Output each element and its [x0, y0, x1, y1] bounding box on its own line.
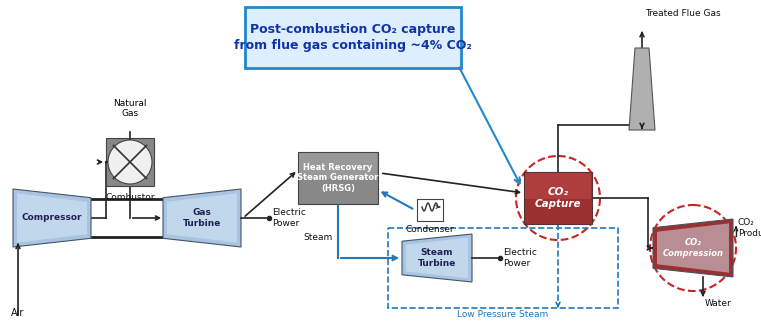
Text: Post-combustion CO₂ capture
from flue gas containing ~4% CO₂: Post-combustion CO₂ capture from flue ga…: [234, 23, 472, 51]
Text: Steam
Turbine: Steam Turbine: [418, 248, 456, 268]
Polygon shape: [17, 193, 87, 242]
Polygon shape: [657, 223, 729, 273]
Polygon shape: [402, 234, 472, 282]
Circle shape: [108, 140, 152, 184]
Text: Treated Flue Gas: Treated Flue Gas: [645, 9, 721, 18]
FancyBboxPatch shape: [524, 172, 592, 224]
FancyBboxPatch shape: [525, 173, 591, 199]
Polygon shape: [629, 48, 655, 130]
Text: Electric
Power: Electric Power: [272, 208, 306, 228]
Text: CO₂
Product: CO₂ Product: [738, 218, 761, 238]
Text: CO₂
Capture: CO₂ Capture: [535, 187, 581, 209]
Polygon shape: [406, 237, 468, 279]
Text: Low Pressure Steam: Low Pressure Steam: [457, 310, 549, 319]
Text: Air: Air: [11, 308, 24, 318]
Polygon shape: [13, 189, 91, 247]
Text: Compressor: Compressor: [22, 213, 82, 222]
FancyBboxPatch shape: [299, 153, 377, 179]
Text: Water: Water: [705, 299, 731, 308]
Polygon shape: [163, 189, 241, 247]
FancyBboxPatch shape: [298, 152, 378, 204]
Text: Combustor: Combustor: [105, 193, 154, 202]
Polygon shape: [167, 193, 237, 242]
Text: Natural
Gas: Natural Gas: [113, 99, 147, 118]
Text: Condenser: Condenser: [406, 225, 454, 234]
FancyBboxPatch shape: [245, 7, 461, 68]
Text: Gas
Turbine: Gas Turbine: [183, 208, 221, 228]
Text: Electric
Power: Electric Power: [503, 248, 537, 268]
Text: Steam: Steam: [303, 233, 333, 242]
Polygon shape: [653, 219, 733, 277]
FancyBboxPatch shape: [417, 199, 443, 221]
FancyBboxPatch shape: [106, 138, 154, 186]
Text: CO₂
Compression: CO₂ Compression: [663, 238, 724, 258]
Text: Heat Recovery
Steam Generator
(HRSG): Heat Recovery Steam Generator (HRSG): [298, 163, 379, 193]
